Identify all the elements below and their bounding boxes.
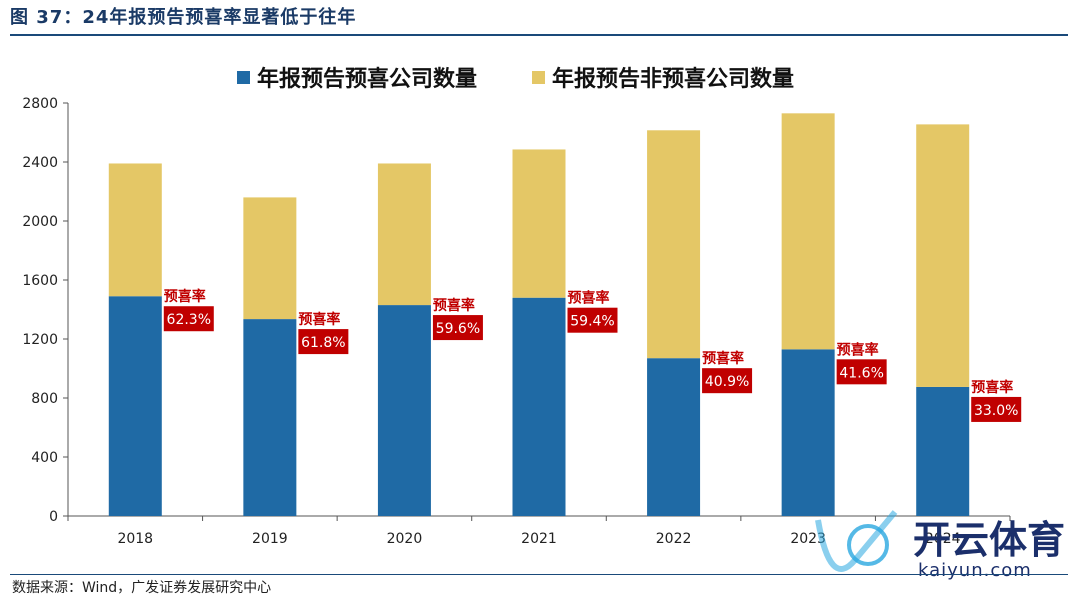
y-tick-label: 1600: [22, 273, 58, 289]
watermark-swoosh-icon: [815, 510, 898, 572]
rate-box-2018: [163, 306, 214, 332]
source-note: 数据来源：Wind，广发证券发展研究中心: [12, 580, 272, 596]
rate-box-2021: [567, 307, 618, 333]
rate-annotations: 预喜率 62.3% 预喜率 61.8% 预喜率 59.6% 预喜率 59.4% 预喜率 40.9%…: [163, 288, 1022, 422]
rate-value-2022: 40.9%: [705, 374, 749, 390]
rate-label-2021: 预喜率: [568, 290, 610, 307]
rate-value-2024: 33.0%: [974, 403, 1018, 419]
bar-2021-positive: [512, 297, 566, 516]
rate-box-2020: [432, 315, 483, 341]
axes: 0 400 800 1200 1600 2000 2400 2800 2018 2019 2020 2…: [22, 96, 1011, 547]
bar-2021-non-positive: [512, 149, 566, 298]
rate-box-2024: [971, 396, 1022, 422]
y-tick-label: 2400: [22, 155, 58, 171]
rate-value-2021: 59.4%: [570, 314, 614, 330]
watermark-url: kaiyun.com: [918, 560, 1032, 581]
bar-2020-positive: [377, 305, 431, 516]
bar-2022-non-positive: [647, 130, 701, 359]
footer-rule: [10, 574, 1068, 575]
legend-label-1: 年报预告预喜公司数量: [257, 66, 477, 92]
figure-title: 图 37：24年报预告预喜率显著低于往年: [10, 7, 357, 28]
x-tick-label-2023: 2023: [790, 531, 826, 547]
bar-2024-non-positive: [916, 124, 970, 387]
bar-2020-non-positive: [377, 163, 431, 306]
x-tick-label-2019: 2019: [252, 531, 288, 547]
y-tick-label: 800: [31, 391, 58, 407]
rate-value-2019: 61.8%: [301, 335, 345, 351]
legend-swatch-1: [237, 71, 250, 84]
rate-value-2020: 59.6%: [436, 321, 480, 337]
rate-box-2022: [702, 368, 753, 394]
y-tick-label: 2800: [22, 96, 58, 112]
x-tick-label-2022: 2022: [656, 531, 692, 547]
rate-label-2023: 预喜率: [837, 341, 879, 358]
x-tick-label-2018: 2018: [117, 531, 153, 547]
bar-2019-non-positive: [243, 197, 297, 320]
bar-2018-non-positive: [108, 163, 162, 297]
bars: [108, 113, 970, 516]
watermark-ball-icon: [847, 524, 889, 566]
rate-label-2020: 预喜率: [433, 297, 475, 314]
rate-box-2019: [298, 329, 349, 355]
x-tick-label-2021: 2021: [521, 531, 557, 547]
x-tick-label-2024: 2024: [925, 531, 961, 547]
legend-label-2: 年报预告非预喜公司数量: [552, 66, 794, 92]
bar-2018-positive: [108, 296, 162, 516]
rate-label-2022: 预喜率: [702, 350, 744, 367]
x-tick-label-2020: 2020: [387, 531, 423, 547]
bar-2023-non-positive: [781, 113, 835, 350]
rate-label-2019: 预喜率: [298, 311, 340, 328]
rate-value-2018: 62.3%: [167, 312, 211, 328]
legend-swatch-2: [532, 71, 545, 84]
bar-2024-positive: [916, 386, 970, 516]
y-tick-label: 400: [31, 450, 58, 466]
bar-2023-positive: [781, 349, 835, 516]
y-tick-label: 2000: [22, 214, 58, 230]
title-rule: [10, 34, 1068, 36]
bar-2022-positive: [647, 358, 701, 516]
bar-2019-positive: [243, 319, 297, 516]
rate-label-2018: 预喜率: [164, 288, 206, 305]
legend: 年报预告预喜公司数量 年报预告非预喜公司数量: [237, 66, 794, 92]
rate-label-2024: 预喜率: [971, 379, 1013, 396]
y-tick-label: 0: [49, 509, 58, 525]
y-tick-label: 1200: [22, 332, 58, 348]
rate-value-2023: 41.6%: [839, 365, 883, 381]
rate-box-2023: [836, 359, 887, 385]
watermark-brand: 开云体育: [913, 518, 1065, 562]
